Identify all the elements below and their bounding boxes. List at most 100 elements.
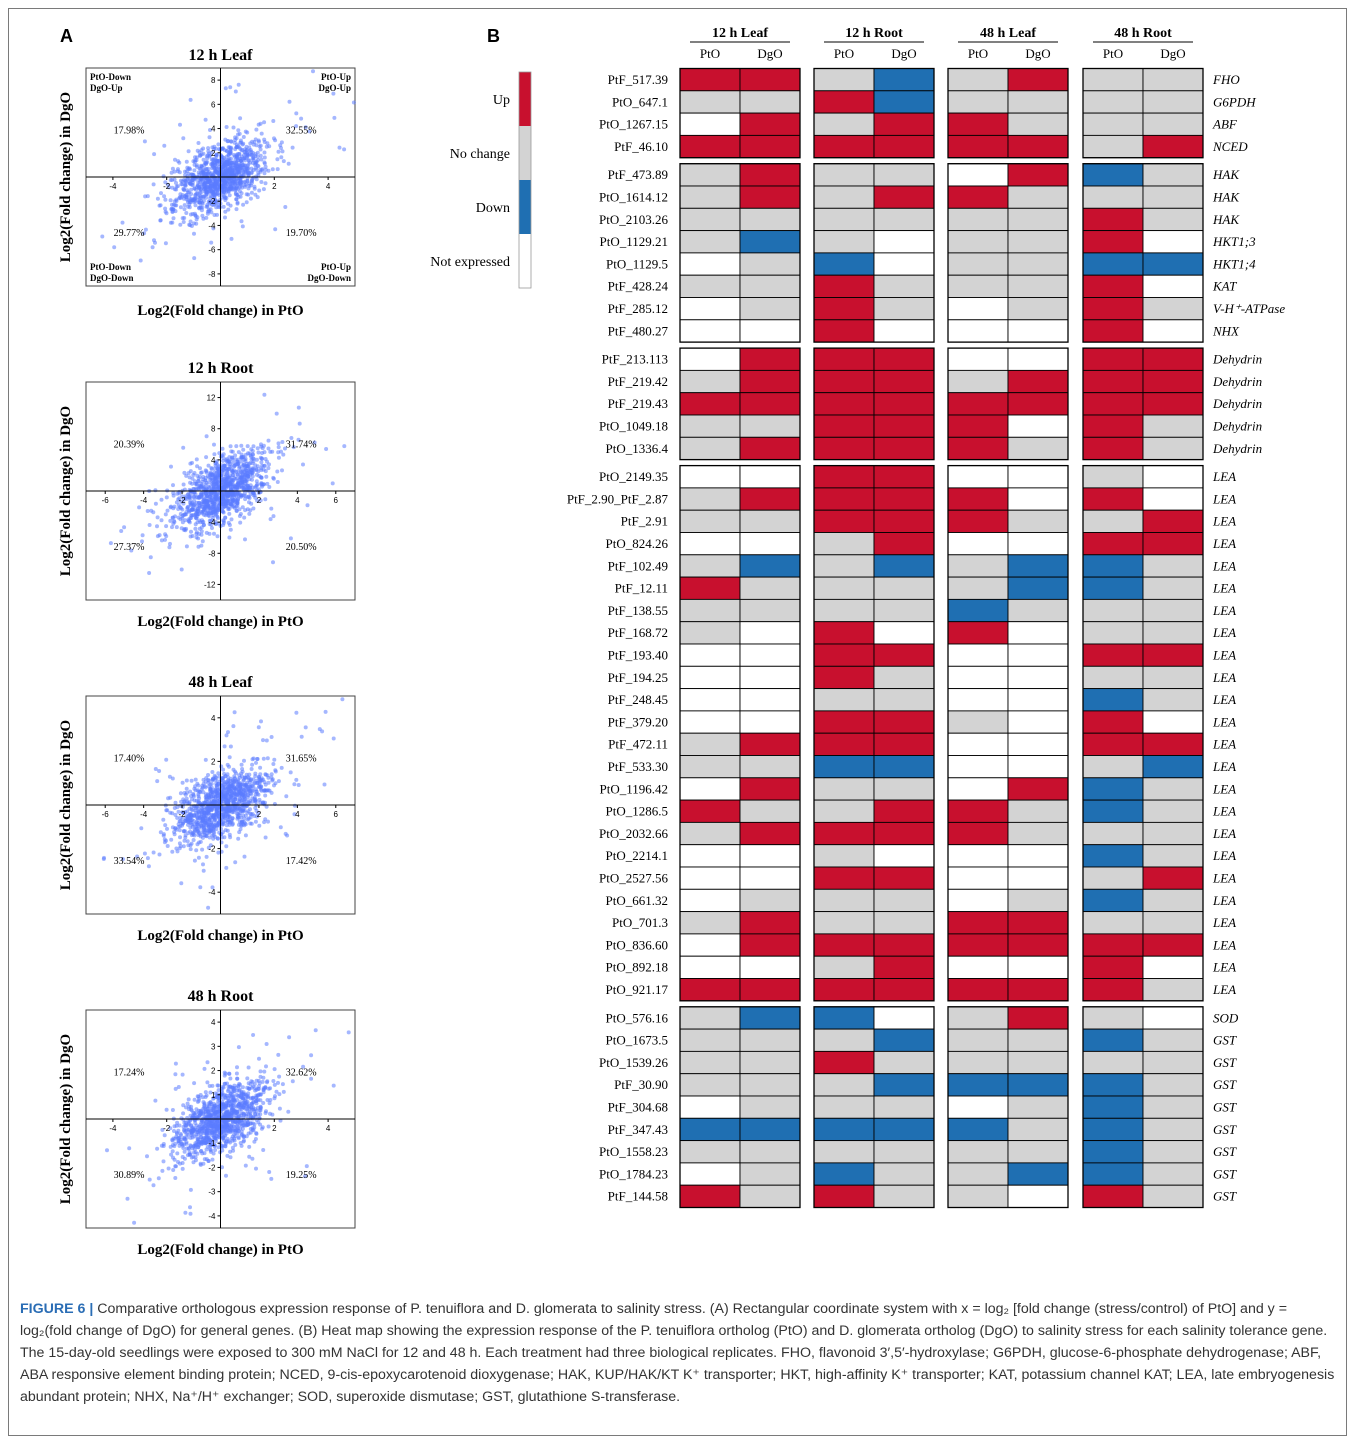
heatmap-cell — [739, 90, 801, 114]
heatmap-annotation: LEA — [1212, 536, 1236, 551]
heatmap-cell — [947, 598, 1009, 623]
scatter-point — [206, 178, 211, 183]
scatter-point — [230, 184, 235, 188]
x-tick-label: -2 — [163, 182, 171, 191]
scatter-point — [213, 175, 218, 180]
scatter-point — [171, 491, 176, 495]
scatter-point — [259, 157, 264, 162]
scatter-point — [272, 757, 277, 762]
heatmap-cell — [813, 710, 875, 734]
heatmap-cell — [679, 643, 741, 667]
scatter-point — [248, 141, 253, 146]
scatter-point — [174, 1134, 179, 1139]
scatter-point — [247, 772, 252, 777]
heatmap-cell — [1007, 955, 1069, 979]
scatter-point — [264, 474, 269, 479]
heatmap-annotation: GST — [1213, 1033, 1237, 1048]
heatmap-cell — [813, 866, 875, 890]
scatter-point — [257, 823, 262, 828]
scatter-point — [200, 520, 205, 525]
scatter-point — [241, 135, 246, 139]
heatmap-cell — [1142, 465, 1204, 489]
scatter-point — [246, 793, 251, 798]
scatter-point — [246, 494, 251, 499]
heatmap-cell — [739, 576, 801, 600]
scatter-point — [228, 85, 233, 90]
heatmap-cell — [813, 274, 875, 298]
scatter-point — [173, 1086, 178, 1091]
scatter-point — [268, 449, 273, 454]
scatter-point — [296, 783, 301, 787]
heatmap-cell — [1142, 933, 1204, 957]
scatter-point — [230, 1085, 235, 1090]
scatter-point — [262, 820, 267, 825]
quadrant-percent: 20.39% — [114, 439, 145, 450]
scatter-point — [224, 125, 229, 129]
y-tick-label: 4 — [211, 1018, 216, 1027]
heatmap-annotation: ABF — [1212, 117, 1238, 132]
scatter-point — [198, 187, 203, 192]
heatmap-annotation: NCED — [1212, 139, 1248, 154]
heatmap-cell — [813, 777, 875, 801]
scatter-point — [173, 800, 178, 805]
scatter-point — [189, 224, 194, 228]
heatmap-cell — [739, 755, 801, 779]
scatter-point — [195, 464, 200, 469]
scatter-point — [184, 778, 189, 783]
scatter-point — [248, 798, 253, 803]
scatter-point — [211, 776, 216, 781]
scatter-title: 48 h Root — [188, 988, 254, 1005]
scatter-point — [169, 1152, 174, 1157]
scatter-point — [182, 177, 187, 182]
heatmap-cell — [739, 112, 801, 136]
scatter-point — [188, 97, 193, 102]
scatter-point — [183, 1210, 188, 1215]
scatter-point — [254, 760, 258, 765]
scatter-point — [283, 831, 288, 836]
scatter-point — [214, 513, 219, 518]
scatter-point — [263, 167, 268, 172]
scatter-point — [190, 460, 194, 465]
heatmap-group-header: 48 h Root — [1114, 26, 1172, 41]
scatter-point — [230, 1098, 235, 1103]
scatter-point — [207, 778, 211, 783]
scatter-point — [170, 849, 175, 854]
scatter-point — [204, 455, 209, 460]
quadrant-percent: 17.42% — [286, 856, 317, 867]
scatter-point — [219, 777, 224, 782]
heatmap-gene-label: PtO_1267.15 — [599, 117, 668, 132]
scatter-point — [198, 1109, 203, 1114]
heatmap-cell — [947, 487, 1009, 511]
heatmap-cell — [1007, 978, 1069, 1002]
scatter-point — [258, 1069, 263, 1074]
quadrant-percent: 33.54% — [114, 856, 145, 867]
heatmap-gene-label: PtO_892.18 — [606, 960, 668, 975]
scatter-point — [187, 800, 192, 805]
heatmap-cell — [1142, 688, 1204, 712]
scatter-point — [257, 1084, 261, 1089]
scatter-point — [245, 488, 250, 493]
heatmap-cell — [1007, 369, 1069, 394]
scatter-point — [280, 1082, 285, 1087]
heatmap-cell — [1082, 777, 1144, 801]
scatter-point — [237, 813, 242, 818]
scatter-point — [180, 1142, 185, 1147]
scatter-point — [200, 539, 205, 544]
scatter-point — [182, 203, 187, 208]
heatmap-cell — [873, 509, 935, 533]
scatter-point — [246, 1091, 251, 1096]
scatter-point — [204, 215, 209, 220]
scatter-point — [173, 203, 178, 208]
scatter-point — [215, 1119, 220, 1124]
heatmap-cell — [739, 436, 801, 461]
scatter-point — [205, 190, 209, 194]
heatmap-gene-label: PtO_836.60 — [606, 937, 668, 952]
scatter-point — [215, 823, 220, 828]
y-tick-label: 8 — [211, 76, 216, 85]
scatter-point — [292, 803, 297, 808]
heatmap-cell — [739, 414, 801, 438]
scatter-point — [201, 157, 206, 162]
heatmap-annotation: LEA — [1212, 982, 1236, 997]
